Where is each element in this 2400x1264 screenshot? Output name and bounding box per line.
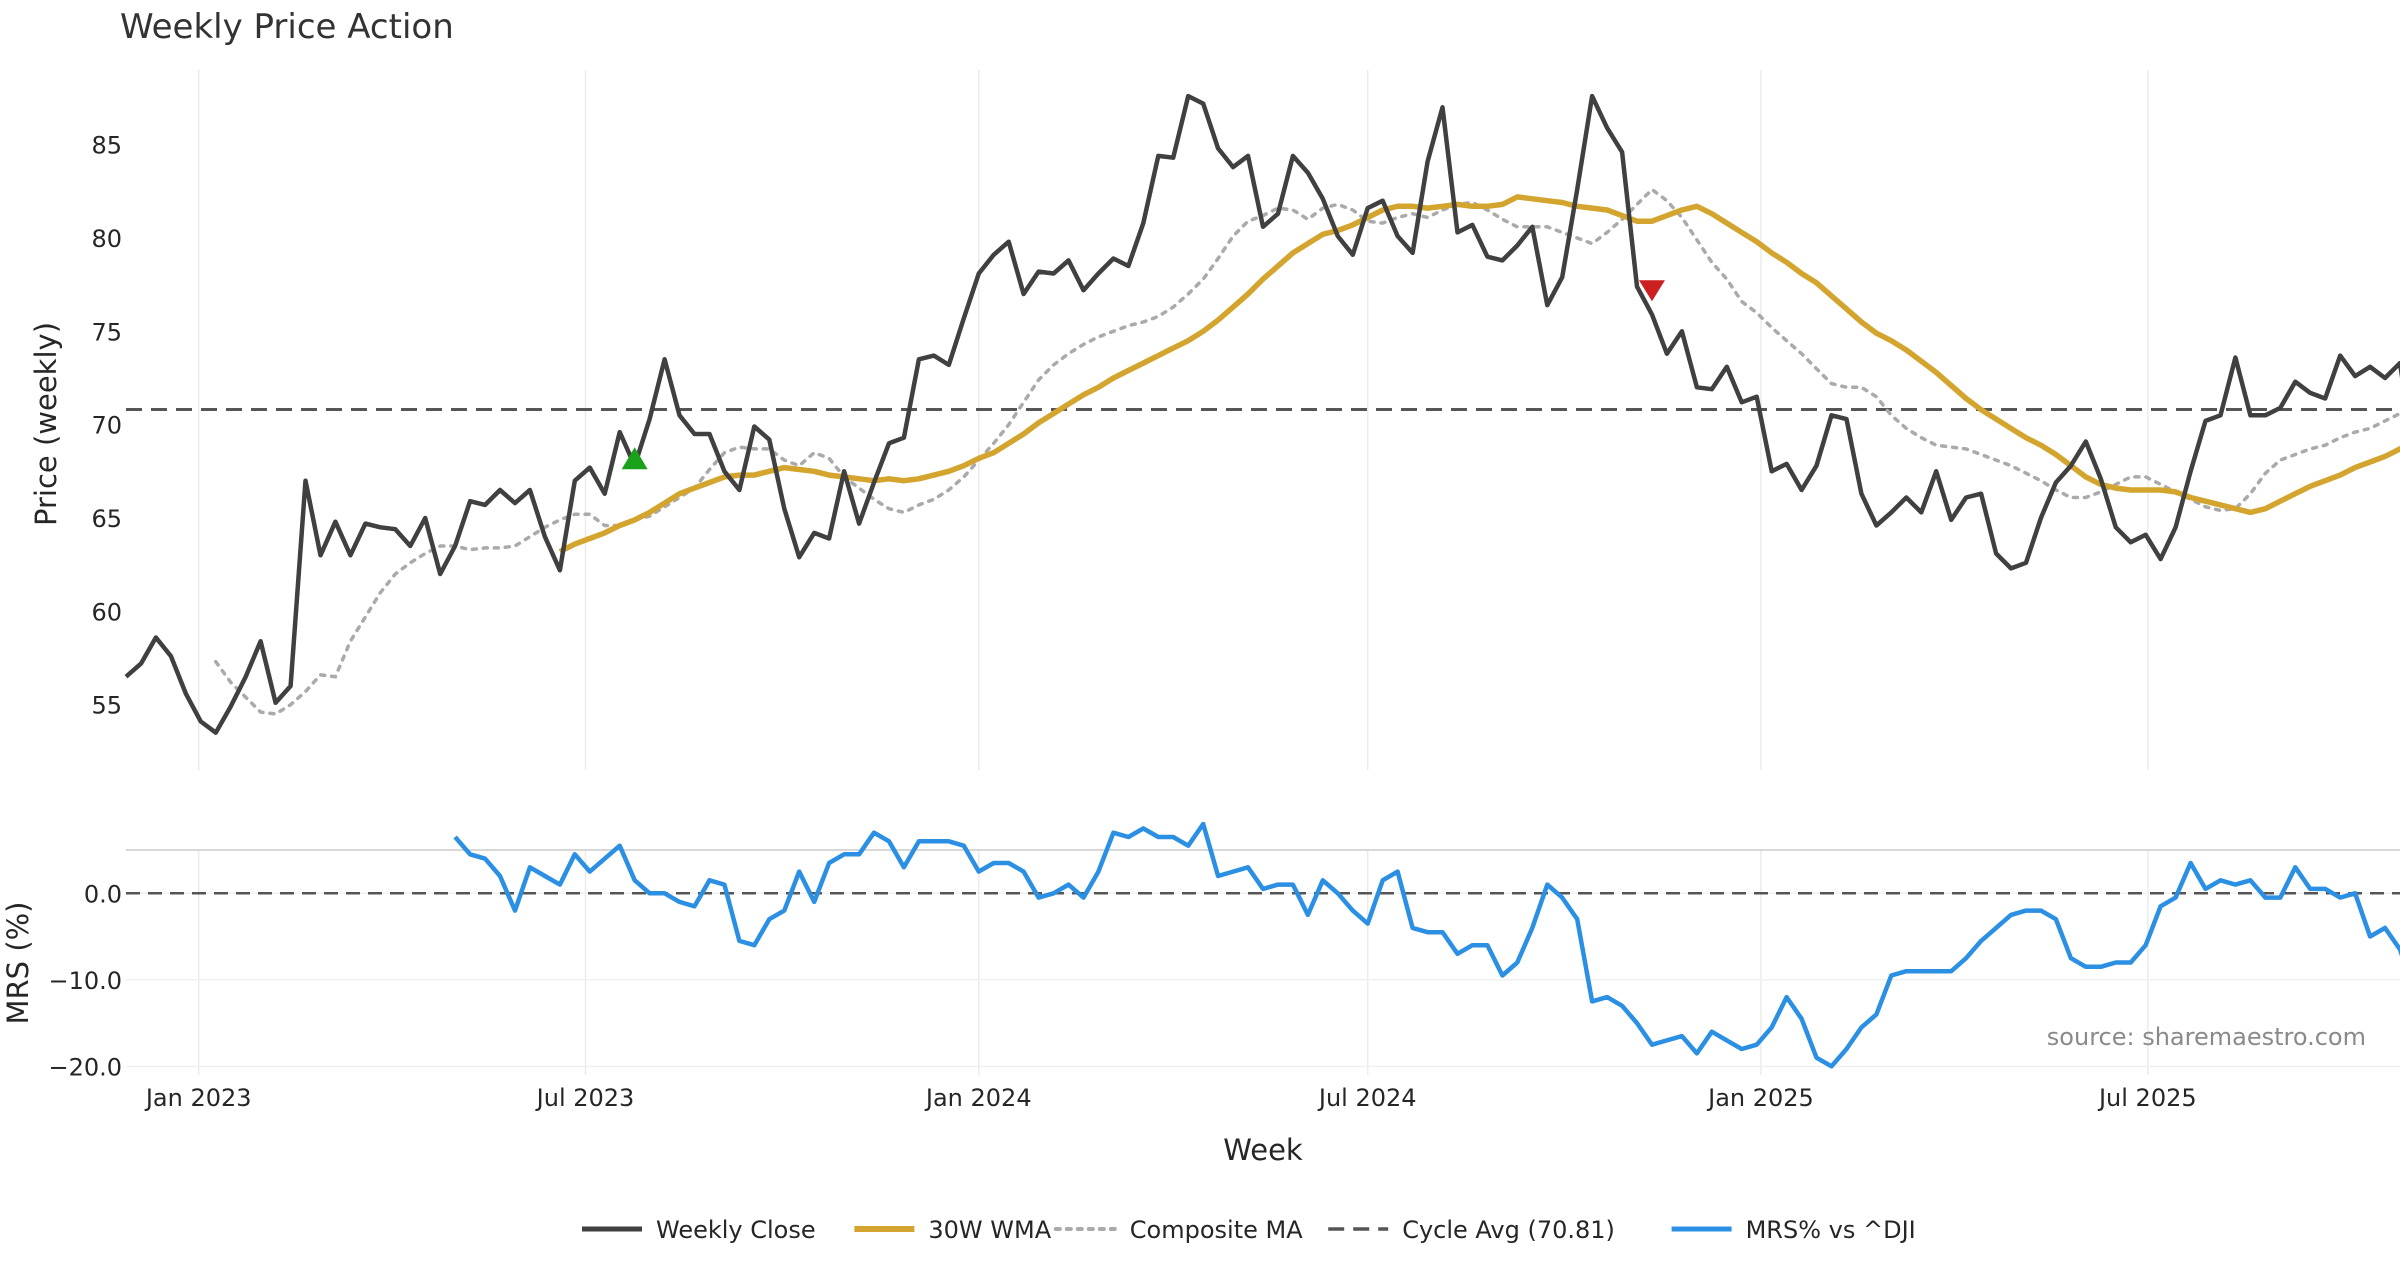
legend-item-wma: 30W WMA: [854, 1216, 1052, 1244]
legend-item-composite: Composite MA: [1053, 1216, 1303, 1244]
legend-item-close: Weekly Close: [582, 1216, 816, 1244]
price-y-tick-label: 60: [91, 598, 122, 626]
mrs-y-tick-label: 0.0: [84, 880, 122, 908]
mrs-y-tick-label: −10.0: [48, 967, 122, 995]
price-y-tick-label: 75: [91, 318, 122, 346]
x-axis-ticks: Jan 2023 Jul 2023 Jan 2024 Jul 2024 Jan 2025…: [144, 1084, 2197, 1112]
x-tick-label: Jul 2024: [1317, 1084, 1417, 1112]
price-y-axis-label: Price (weekly): [29, 322, 63, 526]
legend-item-mrs: MRS% vs ^DJI: [1671, 1216, 1916, 1244]
legend-label: MRS% vs ^DJI: [1746, 1216, 1916, 1244]
price-y-tick-label: 80: [91, 225, 122, 253]
legend-label: Weekly Close: [656, 1216, 816, 1244]
price-y-tick-label: 85: [91, 132, 122, 160]
buy-signal-marker: [621, 447, 648, 470]
legend-item-cycle: Cycle Avg (70.81): [1328, 1216, 1615, 1244]
price-y-tick-label: 65: [91, 505, 122, 533]
mrs-y-axis-ticks: 0.0 −10.0 −20.0: [48, 880, 122, 1081]
series-line-weekly-close: [124, 93, 2400, 735]
chart-title: Weekly Price Action: [120, 7, 454, 47]
x-tick-label: Jan 2025: [1706, 1084, 1814, 1112]
legend-label: 30W WMA: [928, 1216, 1051, 1244]
x-tick-label: Jan 2023: [144, 1084, 252, 1112]
source-credit: source: sharemaestro.com: [2047, 1023, 2366, 1051]
series-line-mrs-vs-dji: [453, 821, 2400, 1069]
price-y-tick-label: 70: [91, 412, 122, 440]
price-y-tick-label: 55: [91, 692, 122, 720]
chart-legend: Weekly Close 30W WMA Composite MA Cycle Avg…: [582, 1216, 1916, 1244]
mrs-y-axis-label: MRS (%): [1, 902, 35, 1025]
price-panel-gridlines: [197, 70, 2149, 770]
x-tick-label: Jul 2023: [535, 1084, 635, 1112]
price-y-axis-ticks: 55 60 65 70 75 80 85: [91, 132, 122, 720]
legend-label: Composite MA: [1130, 1216, 1303, 1244]
sell-signal-marker: [1638, 280, 1665, 302]
series-line-composite-ma: [214, 187, 2400, 716]
x-axis-label: Week: [1223, 1133, 1303, 1167]
mrs-y-tick-label: −20.0: [48, 1053, 122, 1081]
x-tick-label: Jan 2024: [924, 1084, 1032, 1112]
x-tick-label: Jul 2025: [2097, 1084, 2197, 1112]
legend-label: Cycle Avg (70.81): [1402, 1216, 1615, 1244]
series-line-30w-wma: [558, 194, 2400, 555]
